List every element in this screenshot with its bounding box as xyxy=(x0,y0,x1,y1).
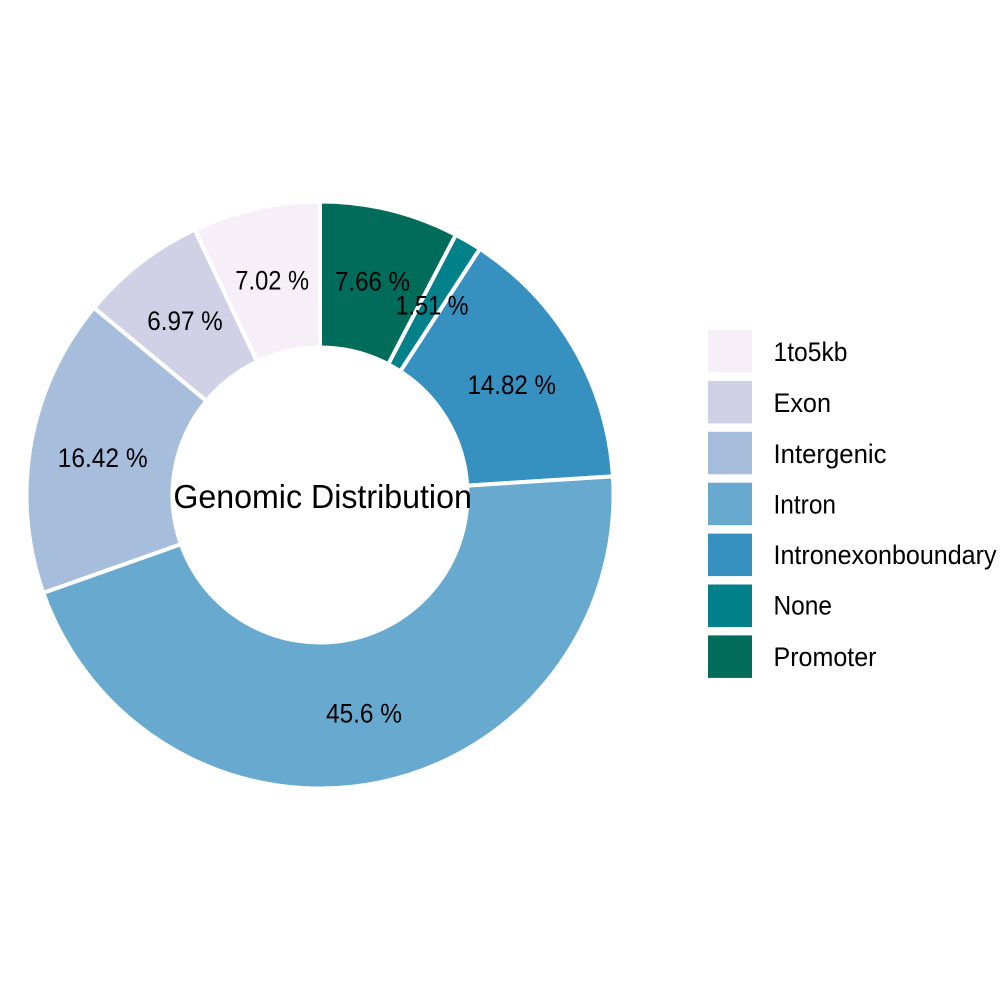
svg-text:Intronexonboundary: Intronexonboundary xyxy=(774,540,998,570)
svg-text:None: None xyxy=(774,591,833,621)
svg-text:7.02 %: 7.02 % xyxy=(235,266,309,296)
svg-text:Intergenic: Intergenic xyxy=(774,439,887,469)
svg-text:45.6 %: 45.6 % xyxy=(326,699,402,729)
svg-text:1.51 %: 1.51 % xyxy=(396,291,469,321)
svg-text:Genomic Distribution: Genomic Distribution xyxy=(173,479,472,516)
svg-text:Intron: Intron xyxy=(774,490,837,520)
svg-text:Promoter: Promoter xyxy=(774,642,877,672)
svg-text:7.66 %: 7.66 % xyxy=(335,267,410,297)
svg-text:1to5kb: 1to5kb xyxy=(774,337,848,367)
svg-text:16.42 %: 16.42 % xyxy=(58,443,148,473)
svg-text:6.97 %: 6.97 % xyxy=(147,306,223,336)
svg-text:Exon: Exon xyxy=(774,388,832,418)
svg-text:14.82 %: 14.82 % xyxy=(467,370,556,400)
